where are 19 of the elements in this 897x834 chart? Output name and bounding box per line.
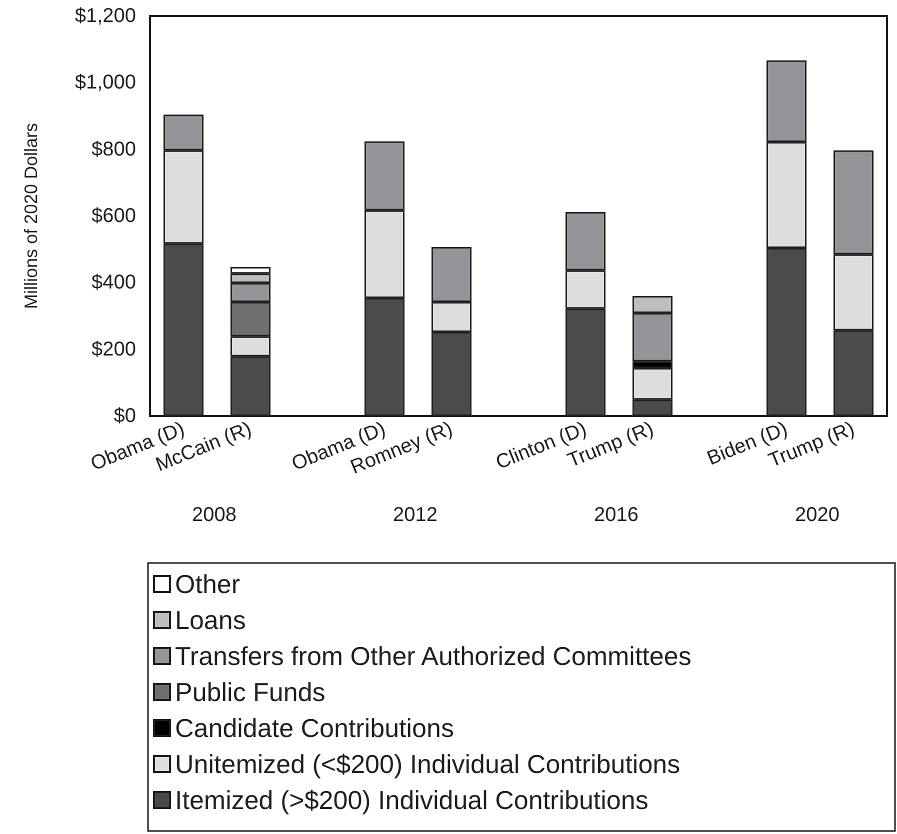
legend-label: Loans [175, 605, 246, 635]
y-tick-label: $200 [92, 338, 136, 360]
y-tick-label: $600 [92, 205, 136, 227]
text: 2020 [795, 504, 840, 526]
legend-label: Other [175, 569, 240, 599]
text: 2012 [393, 504, 438, 526]
text: 2008 [192, 504, 236, 526]
legend-label: Itemized (>$200) Individual Contributions [175, 785, 648, 815]
legend-label: Public Funds [175, 677, 326, 707]
legend-label: Transfers from Other Authorized Committees [175, 641, 692, 671]
y-tick-label: $800 [92, 138, 136, 160]
legend-label: Candidate Contributions [175, 713, 454, 743]
y-tick-label: $0 [114, 405, 136, 427]
y-axis-title: Millions of 2020 Dollars [21, 122, 41, 310]
y-tick-label: $400 [92, 272, 136, 294]
y-tick-label: $1,200 [74, 5, 136, 27]
y-tick-label: $1,000 [74, 72, 136, 94]
text: 2016 [594, 504, 638, 526]
legend-label: Unitemized (<$200) Individual Contributions [175, 749, 680, 779]
